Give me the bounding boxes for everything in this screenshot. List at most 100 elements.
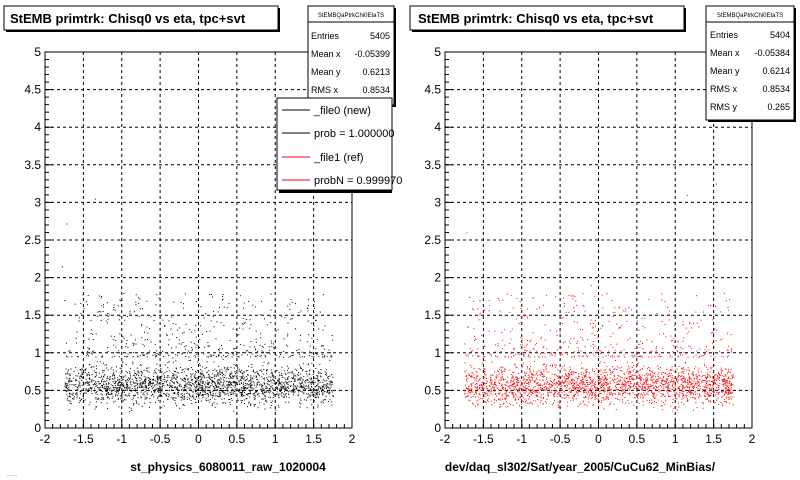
scatter-point	[229, 382, 231, 384]
scatter-point	[64, 385, 66, 387]
scatter-point	[482, 388, 483, 389]
scatter-point	[591, 393, 593, 395]
scatter-point	[80, 390, 82, 392]
scatter-point	[563, 303, 565, 304]
scatter-point	[106, 387, 108, 389]
scatter-point	[272, 388, 274, 390]
scatter-point	[251, 385, 253, 387]
scatter-point	[144, 396, 146, 398]
scatter-point	[543, 384, 545, 385]
scatter-point	[185, 389, 187, 391]
scatter-point	[245, 370, 247, 372]
scatter-point	[579, 386, 580, 388]
scatter-point	[231, 399, 233, 401]
scatter-point	[170, 397, 172, 399]
scatter-point	[101, 296, 102, 297]
scatter-point	[195, 385, 197, 387]
scatter-point	[239, 295, 241, 297]
scatter-point	[136, 392, 138, 394]
scatter-point	[535, 374, 537, 376]
scatter-point	[512, 377, 514, 379]
scatter-point	[174, 392, 176, 394]
scatter-point	[314, 400, 315, 402]
scatter-point	[730, 392, 732, 394]
scatter-point	[313, 325, 315, 327]
scatter-point	[102, 370, 104, 371]
scatter-point	[581, 381, 583, 383]
scatter-point	[229, 381, 230, 383]
scatter-point	[556, 396, 558, 398]
scatter-point	[96, 374, 97, 376]
scatter-point	[321, 385, 323, 387]
scatter-point	[632, 392, 634, 394]
scatter-point	[569, 366, 571, 368]
scatter-point	[135, 301, 137, 303]
scatter-point	[634, 374, 636, 376]
scatter-point	[244, 387, 246, 389]
scatter-point	[269, 392, 271, 394]
scatter-point	[330, 386, 332, 388]
scatter-point	[300, 390, 302, 392]
scatter-point	[297, 385, 299, 387]
scatter-point	[597, 337, 599, 339]
scatter-point	[257, 379, 259, 381]
scatter-point	[684, 377, 686, 379]
scatter-point	[566, 405, 568, 407]
scatter-point	[257, 351, 259, 353]
scatter-point	[471, 366, 473, 368]
scatter-point	[527, 317, 528, 319]
scatter-point	[664, 396, 666, 398]
scatter-point	[162, 373, 164, 375]
scatter-point	[718, 373, 719, 374]
scatter-point	[101, 380, 102, 382]
scatter-point	[125, 343, 127, 345]
scatter-point	[719, 339, 721, 341]
scatter-point	[490, 378, 492, 380]
scatter-point	[101, 386, 103, 388]
scatter-point	[194, 398, 196, 400]
scatter-point	[646, 381, 648, 382]
scatter-point	[201, 366, 203, 368]
scatter-point	[651, 381, 653, 383]
scatter-point	[161, 388, 163, 390]
scatter-point	[503, 370, 505, 372]
scatter-point	[317, 380, 319, 382]
scatter-point	[266, 382, 268, 384]
scatter-point	[682, 340, 684, 342]
scatter-point	[236, 353, 237, 355]
scatter-point	[114, 378, 116, 380]
scatter-point	[536, 394, 538, 396]
scatter-point	[126, 356, 128, 358]
scatter-point	[125, 394, 127, 396]
scatter-point	[681, 384, 683, 386]
scatter-point	[126, 383, 127, 385]
scatter-point	[184, 404, 186, 406]
left-axis-ticks: -2 -1.5 -1 -0.5 0 0.5 1 1.5 200.511.522.533.544.…	[24, 45, 355, 446]
scatter-point	[590, 323, 591, 325]
scatter-point	[175, 378, 177, 380]
scatter-point	[85, 378, 87, 380]
scatter-point	[113, 336, 115, 338]
scatter-point	[256, 384, 258, 386]
scatter-point	[466, 375, 468, 377]
scatter-point	[129, 388, 131, 390]
scatter-point	[255, 372, 257, 374]
scatter-point	[290, 386, 291, 388]
scatter-point	[76, 389, 78, 391]
scatter-point	[531, 377, 533, 379]
y-tick-label: 4.5	[24, 83, 41, 97]
scatter-point	[217, 379, 219, 381]
scatter-point	[199, 392, 201, 393]
scatter-point	[684, 379, 686, 381]
scatter-point	[278, 371, 280, 373]
scatter-point	[567, 395, 569, 396]
scatter-point	[492, 374, 494, 376]
scatter-point	[577, 340, 579, 342]
scatter-point	[144, 382, 146, 384]
scatter-point	[209, 378, 211, 380]
scatter-point	[164, 364, 166, 366]
scatter-point	[704, 395, 706, 397]
scatter-point	[723, 376, 725, 377]
scatter-point	[485, 374, 487, 376]
scatter-point	[655, 388, 657, 390]
